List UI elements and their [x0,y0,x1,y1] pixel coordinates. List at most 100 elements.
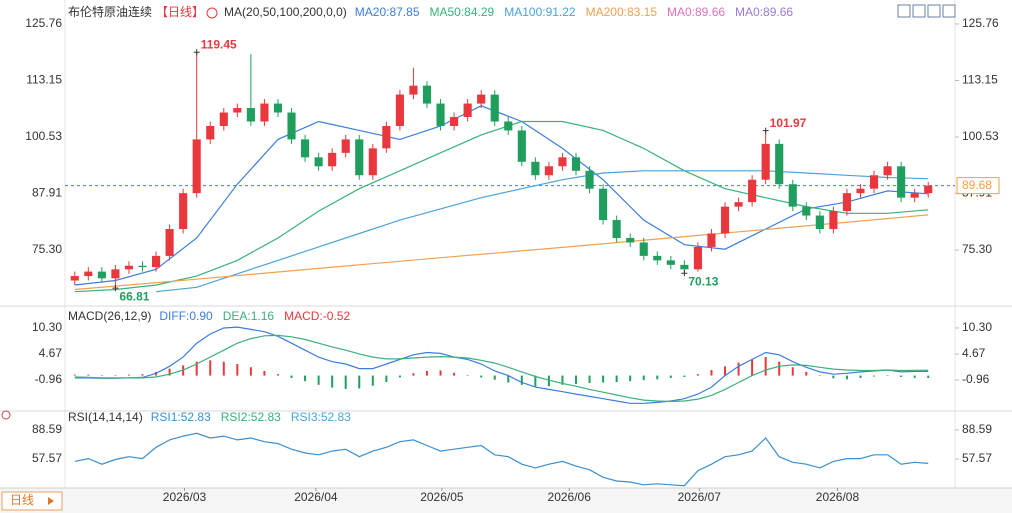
candle-body [869,175,879,189]
histogram-bar [615,375,618,383]
y-tick-label-right: 100.53 [962,129,999,143]
y-tick-label-right: 10.30 [962,320,992,334]
candle-body [802,206,811,216]
histogram-bar [276,374,279,376]
candle-body [70,276,79,281]
indicator-label: MA(20,50,100,200,0,0) [224,5,347,19]
candle-body [693,246,702,270]
legend-entry: DIFF:0.90 [159,309,213,323]
legend-entry: MACD:-0.52 [284,309,350,323]
histogram-bar [751,359,754,376]
y-tick-label-right: 75.30 [962,242,992,256]
period-badge[interactable] [1,491,63,511]
histogram-bar [209,360,212,376]
y-tick-label-left: 57.57 [32,451,62,465]
histogram-bar [805,371,808,376]
histogram-bar [73,374,76,376]
time-axis-bar [0,488,1012,513]
candle-body [84,271,93,277]
x-tick-label: 2026/03 [163,490,207,504]
candle-body [680,264,689,270]
candle-body [653,255,662,261]
candle-body [626,237,635,243]
candle-body [775,143,784,185]
histogram-bar [507,375,510,383]
candle-body [517,130,526,162]
candle-body [531,161,540,176]
histogram-bar [331,375,334,388]
y-tick-label-left: 88.59 [32,422,62,436]
candle-body [463,103,472,118]
candle-body [666,260,675,265]
candle-body [815,215,824,230]
candle-body [910,193,919,198]
line-series [74,214,929,291]
candle-body [341,139,350,153]
legend-entry: MA0:89.66 [735,5,793,19]
indicator-title: RSI(14,14,14) [68,410,143,424]
candle-body [761,143,770,180]
candle-body [829,211,838,230]
histogram-bar [358,375,361,389]
histogram-bar [859,375,862,378]
toolbar-button[interactable] [942,4,956,18]
line-series [74,432,929,487]
x-tick-label: 2026/05 [420,490,464,504]
histogram-bar [87,374,90,376]
candle-body [368,148,377,176]
line-series [74,334,929,403]
toolbar-button[interactable] [912,4,926,18]
candle-body [639,242,648,256]
x-tick-label: 2026/08 [816,490,860,504]
histogram-bar [304,375,307,382]
candle-body [206,125,215,140]
histogram-bar [141,374,144,376]
candle-body [301,139,310,158]
histogram-bar [425,370,428,376]
chart-title: 布伦特原油连续 [68,4,152,19]
toolbar [897,4,956,18]
histogram-bar [778,361,781,376]
y-tick-label-right: 57.57 [962,451,992,465]
toolbar-button[interactable] [897,4,911,18]
candle-body [883,166,892,176]
histogram-bar [195,361,198,376]
candle-body [179,193,188,230]
y-tick-label-left: 113.15 [26,73,62,87]
candle-body [138,265,147,268]
histogram-bar [791,367,794,376]
legend-entry: RSI2:52.83 [221,410,281,424]
line-series [74,326,929,404]
settings-icon[interactable] [1,410,11,420]
candle-body [599,188,608,221]
histogram-bar [669,375,672,378]
extreme-marker [681,270,688,277]
candle-body [124,265,134,270]
last-price-label: 89.68 [962,178,992,192]
candle-body [260,103,269,122]
candle-body [355,139,364,176]
high-annotation: 101.97 [770,116,807,130]
legend-entry: MA0:89.66 [667,5,725,19]
histogram-bar [737,362,740,376]
line-series [74,105,929,286]
y-tick-label-right: 113.15 [962,73,998,87]
histogram-bar [642,375,645,381]
candle-body [97,271,106,279]
extreme-marker [762,127,769,134]
line-series [156,170,929,293]
histogram-bar [724,366,727,376]
histogram-bar [290,375,293,378]
histogram-bar [480,375,483,378]
low-annotation: 70.13 [688,274,718,288]
histogram-bar [629,375,632,382]
candle-body [612,220,621,238]
toolbar-button[interactable] [927,4,941,18]
candle-body [571,157,581,171]
histogram-bar [371,375,374,386]
period-icon [206,7,218,19]
x-tick-label: 2026/06 [548,490,592,504]
candle-body [233,108,242,113]
